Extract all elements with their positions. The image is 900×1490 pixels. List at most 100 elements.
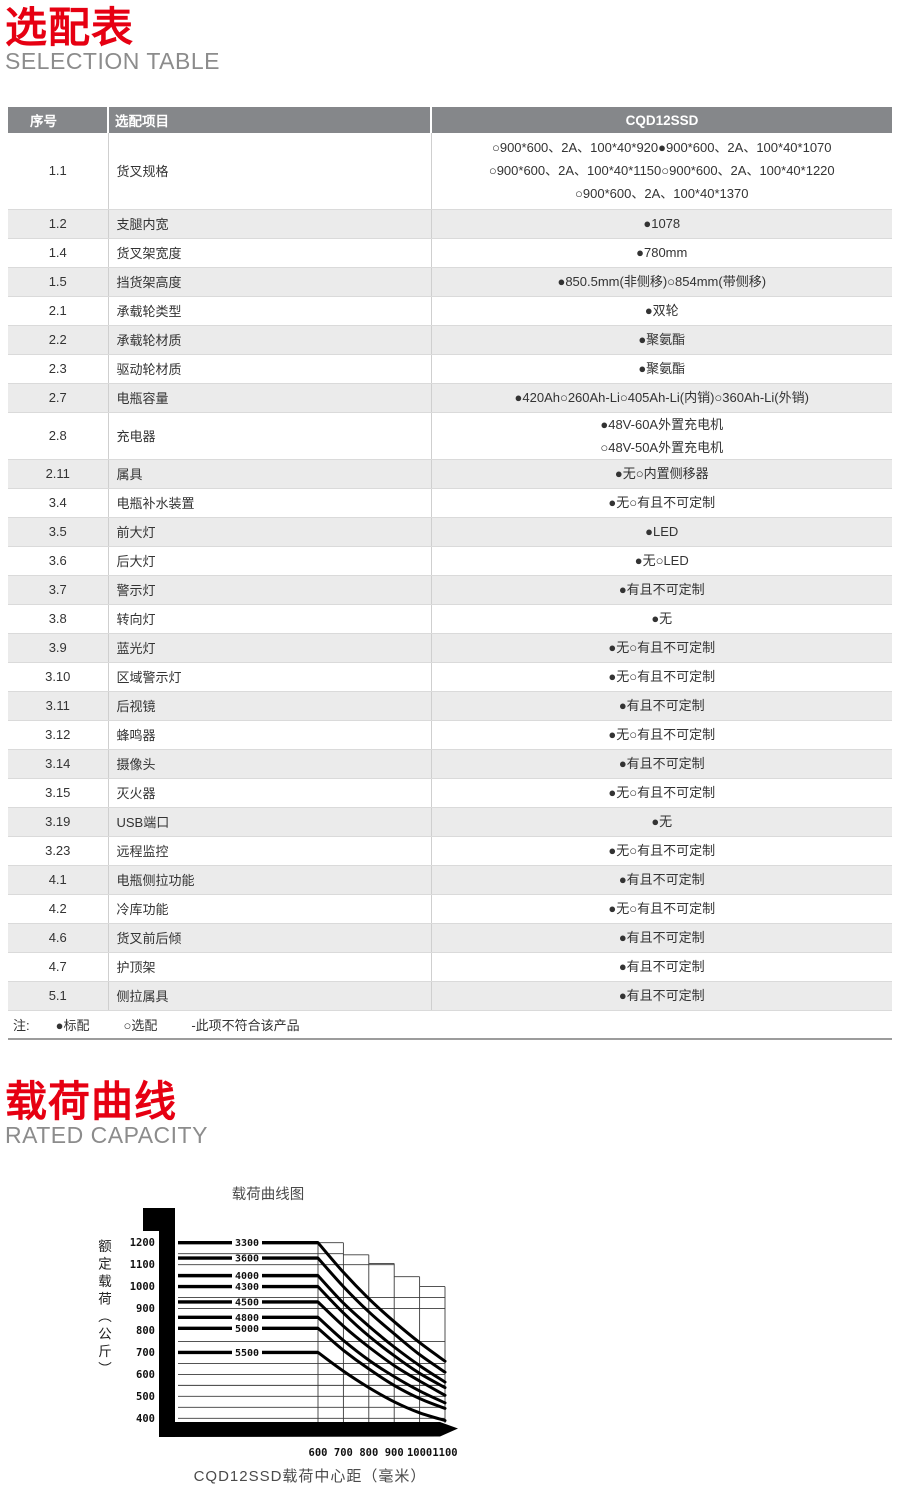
row-item: 承载轮类型	[107, 296, 431, 326]
table-row: 3.8 转向灯 ●无	[8, 604, 892, 634]
row-value: ●1078	[430, 209, 892, 239]
row-no: 2.1	[8, 296, 108, 326]
table-row: 4.1 电瓶侧拉功能 ●有且不可定制	[8, 865, 892, 895]
header-row: 序号 选配项目 CQD12SSD	[8, 107, 892, 133]
row-value: ●无○有且不可定制	[430, 894, 892, 924]
svg-text:5500: 5500	[235, 1348, 259, 1359]
row-item: 前大灯	[107, 517, 431, 547]
row-no: 3.8	[8, 604, 108, 634]
header-cell-model: CQD12SSD	[430, 107, 892, 133]
row-no: 1.1	[8, 133, 108, 210]
row-value: ●420Ah○260Ah-Li○405Ah-Li(内销)○360Ah-Li(外销…	[430, 383, 892, 413]
row-value-line: ●无○有且不可定制	[608, 495, 716, 510]
svg-text:1100: 1100	[432, 1447, 457, 1459]
svg-text:800: 800	[136, 1325, 155, 1337]
table-row: 3.7 警示灯 ●有且不可定制	[8, 575, 892, 605]
row-no: 3.11	[8, 691, 108, 721]
note-item-optional: ○选配	[123, 1017, 158, 1033]
svg-text:1100: 1100	[130, 1259, 155, 1271]
svg-text:3600: 3600	[235, 1254, 259, 1265]
selection-table: 序号 选配项目 CQD12SSD 1.1 货叉规格 ○900*600、2A、100*…	[8, 107, 892, 1040]
row-no: 3.15	[8, 778, 108, 808]
table-row: 1.1 货叉规格 ○900*600、2A、100*40*920●900*600、2A…	[8, 133, 892, 210]
row-no: 3.6	[8, 546, 108, 576]
svg-text:600: 600	[136, 1369, 155, 1381]
row-value-line: ●420Ah○260Ah-Li○405Ah-Li(内销)○360Ah-Li(外销…	[514, 390, 809, 405]
svg-text:900: 900	[136, 1303, 155, 1315]
row-no: 1.4	[8, 238, 108, 268]
row-value: ●有且不可定制	[430, 981, 892, 1011]
capacity-section-title-en: RATED CAPACITY	[5, 1122, 208, 1148]
row-value-line: ●无	[651, 814, 673, 829]
svg-text:5000: 5000	[235, 1324, 259, 1335]
table-row: 4.7 护顶架 ●有且不可定制	[8, 952, 892, 982]
table-row: 3.14 摄像头 ●有且不可定制	[8, 749, 892, 779]
row-value-line: ●无○内置侧移器	[614, 466, 709, 481]
row-no: 3.14	[8, 749, 108, 779]
chart-y-axis-label: 额定载荷（公斤）	[96, 1239, 111, 1379]
row-no: 3.19	[8, 807, 108, 837]
row-value-line: ●1078	[643, 216, 681, 231]
row-value: ●双轮	[430, 296, 892, 326]
note-label: 注:	[13, 1017, 30, 1033]
selection-table-foot: 注: ●标配 ○选配 -此项不符合该产品	[8, 1010, 892, 1040]
row-value-line: ●无	[651, 611, 673, 626]
svg-text:1000: 1000	[130, 1281, 155, 1293]
row-item: 货叉架宽度	[107, 238, 431, 268]
row-value-line: ○900*600、2A、100*40*1150○900*600、2A、100*4…	[488, 163, 835, 179]
svg-text:1000: 1000	[407, 1447, 432, 1459]
svg-text:1200: 1200	[130, 1237, 155, 1249]
table-row: 1.2 支腿内宽 ●1078	[8, 209, 892, 239]
row-no: 2.7	[8, 383, 108, 413]
row-value: ●780mm	[430, 238, 892, 268]
table-row: 2.7 电瓶容量 ●420Ah○260Ah-Li○405Ah-Li(内销)○360A…	[8, 383, 892, 413]
table-row: 2.8 充电器 ●48V-60A外置充电机 ○48V-50A外置充电机	[8, 412, 892, 460]
row-value-line: ●无○有且不可定制	[608, 669, 716, 684]
row-value-line: ○900*600、2A、100*40*1370	[575, 186, 749, 202]
row-item: 灭火器	[107, 778, 431, 808]
row-no: 3.12	[8, 720, 108, 750]
svg-text:4000: 4000	[235, 1271, 259, 1282]
row-value-line: ●双轮	[644, 303, 679, 318]
row-item: 护顶架	[107, 952, 431, 982]
row-value: ●无○有且不可定制	[430, 836, 892, 866]
row-value-line: ●LED	[645, 524, 679, 539]
row-value: ●有且不可定制	[430, 923, 892, 953]
row-value: ●有且不可定制	[430, 749, 892, 779]
row-value-line: ●48V-60A外置充电机	[600, 416, 724, 432]
row-value: ●无○内置侧移器	[430, 459, 892, 489]
svg-text:700: 700	[334, 1447, 353, 1459]
table-row: 3.15 灭火器 ●无○有且不可定制	[8, 778, 892, 808]
row-value-line: ●无○有且不可定制	[608, 785, 716, 800]
row-value-line: ○48V-50A外置充电机	[600, 439, 724, 455]
row-value-line: ●无○有且不可定制	[608, 843, 716, 858]
svg-text:4300: 4300	[235, 1282, 259, 1293]
capacity-chart-figure: 载荷曲线图 额定载荷（公斤） 3300 3600 4000 4300 4500 4800 5…	[85, 1175, 525, 1490]
row-no: 1.2	[8, 209, 108, 239]
table-row: 3.11 后视镜 ●有且不可定制	[8, 691, 892, 721]
table-row: 3.23 远程监控 ●无○有且不可定制	[8, 836, 892, 866]
capacity-section-title-zh: 载荷曲线	[5, 1078, 178, 1125]
table-row: 3.10 区域警示灯 ●无○有且不可定制	[8, 662, 892, 692]
table-row: 2.11 属具 ●无○内置侧移器	[8, 459, 892, 489]
row-value-line: ●无○有且不可定制	[608, 901, 716, 916]
row-item: 警示灯	[107, 575, 431, 605]
row-item: 后视镜	[107, 691, 431, 721]
row-value: ○900*600、2A、100*40*920●900*600、2A、100*40…	[430, 133, 892, 210]
row-no: 2.3	[8, 354, 108, 384]
selection-section-title-en: SELECTION TABLE	[5, 48, 220, 74]
note-item-na: -此项不符合该产品	[191, 1017, 300, 1033]
svg-text:800: 800	[359, 1447, 378, 1459]
row-value-line: ●有且不可定制	[618, 698, 705, 713]
row-value-line: ●有且不可定制	[618, 988, 705, 1003]
table-row: 2.3 驱动轮材质 ●聚氨酯	[8, 354, 892, 384]
row-no: 3.5	[8, 517, 108, 547]
row-value-line: ●无○有且不可定制	[608, 640, 716, 655]
table-row: 3.12 蜂鸣器 ●无○有且不可定制	[8, 720, 892, 750]
header-cell-no: 序号	[30, 114, 57, 129]
row-no: 4.1	[8, 865, 108, 895]
table-row: 4.2 冷库功能 ●无○有且不可定制	[8, 894, 892, 924]
svg-text:4500: 4500	[235, 1297, 259, 1308]
row-value: ●有且不可定制	[430, 575, 892, 605]
row-no: 4.2	[8, 894, 108, 924]
